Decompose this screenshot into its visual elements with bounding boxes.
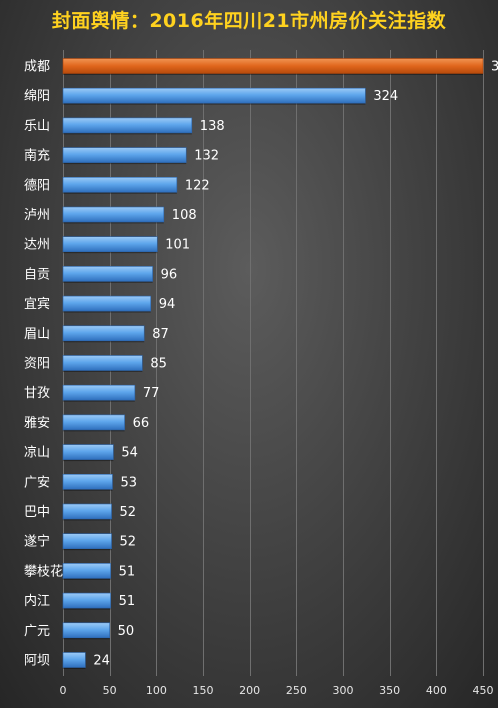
value-label: 324 <box>373 89 398 104</box>
bar-凉山 <box>62 444 114 460</box>
category-label: 广安 <box>24 475 50 490</box>
bar-资阳 <box>62 355 143 371</box>
bar-乐山 <box>62 117 193 134</box>
bar-成都 <box>62 58 484 74</box>
category-label: 绵阳 <box>24 89 50 104</box>
bar-泸州 <box>62 206 165 223</box>
value-label: 24 <box>93 654 110 669</box>
value-label: 3272 <box>491 60 498 75</box>
value-label: 51 <box>119 594 136 609</box>
value-label: 52 <box>120 535 137 550</box>
bar-绵阳 <box>62 87 366 104</box>
bar-阿坝 <box>62 652 86 668</box>
bar-广元 <box>62 622 110 639</box>
x-tick-label: 300 <box>333 684 354 697</box>
category-label: 广元 <box>24 624 50 639</box>
bar-雅安 <box>62 414 125 431</box>
category-label: 南充 <box>24 148 50 164</box>
x-tick-label: 0 <box>60 684 67 697</box>
value-label: 77 <box>143 386 160 401</box>
value-label: 51 <box>119 564 136 579</box>
value-label: 138 <box>200 119 225 134</box>
value-label: 66 <box>133 416 150 431</box>
chart-title: 封面舆情：2016年四川21市州房价关注指数 <box>51 10 447 32</box>
bar-广安 <box>62 473 113 490</box>
category-label: 眉山 <box>24 327 50 342</box>
category-label: 资阳 <box>24 357 50 372</box>
category-label: 攀枝花 <box>24 563 63 579</box>
category-label: 内江 <box>24 593 50 609</box>
category-label: 成都 <box>24 60 50 75</box>
value-label: 108 <box>172 208 197 223</box>
bar-攀枝花 <box>62 563 111 579</box>
bar-宜宾 <box>62 295 152 312</box>
category-label: 雅安 <box>24 416 50 431</box>
bar-甘孜 <box>62 384 136 401</box>
value-label: 52 <box>120 505 137 520</box>
category-label: 凉山 <box>24 446 50 461</box>
x-tick-label: 150 <box>193 684 214 697</box>
x-tick-label: 50 <box>103 684 117 697</box>
x-axis-ticks: 0 50 100 150 200 250 300 350 400 450 <box>60 684 494 697</box>
category-label: 遂宁 <box>24 534 50 550</box>
value-label: 101 <box>165 238 190 253</box>
category-label: 德阳 <box>24 178 50 193</box>
category-label: 甘孜 <box>24 386 50 401</box>
value-label: 53 <box>120 475 137 490</box>
bar-内江 <box>62 592 111 609</box>
value-label: 122 <box>185 178 210 193</box>
value-label: 132 <box>194 149 219 164</box>
category-label: 宜宾 <box>24 296 50 312</box>
bar-巴中 <box>62 503 112 520</box>
x-tick-label: 200 <box>239 684 260 697</box>
bar-达州 <box>62 236 158 252</box>
bars <box>62 58 484 669</box>
category-label: 乐山 <box>24 119 50 134</box>
value-label: 85 <box>150 357 167 372</box>
category-label: 达州 <box>24 238 50 253</box>
x-tick-label: 450 <box>473 684 494 697</box>
value-label: 87 <box>152 327 169 342</box>
bar-德阳 <box>62 177 178 193</box>
category-label: 泸州 <box>24 208 50 223</box>
bar-遂宁 <box>62 533 112 550</box>
bar-自贡 <box>62 266 153 282</box>
bar-眉山 <box>62 325 145 342</box>
x-tick-label: 350 <box>379 684 400 697</box>
x-tick-label: 250 <box>286 684 307 697</box>
category-label: 巴中 <box>24 505 50 520</box>
value-label: 54 <box>121 446 138 461</box>
bar-南充 <box>62 147 187 163</box>
x-tick-label: 100 <box>146 684 167 697</box>
value-label: 50 <box>118 624 135 639</box>
category-label: 阿坝 <box>24 654 50 669</box>
labels: 成都 3272 绵阳 324 乐山 138 南充 132 德阳 122 泸州 108 达州 101 自贡 96… <box>24 60 498 669</box>
value-label: 96 <box>161 267 178 282</box>
x-tick-label: 400 <box>426 684 447 697</box>
value-label: 94 <box>159 297 176 312</box>
category-label: 自贡 <box>24 267 50 282</box>
